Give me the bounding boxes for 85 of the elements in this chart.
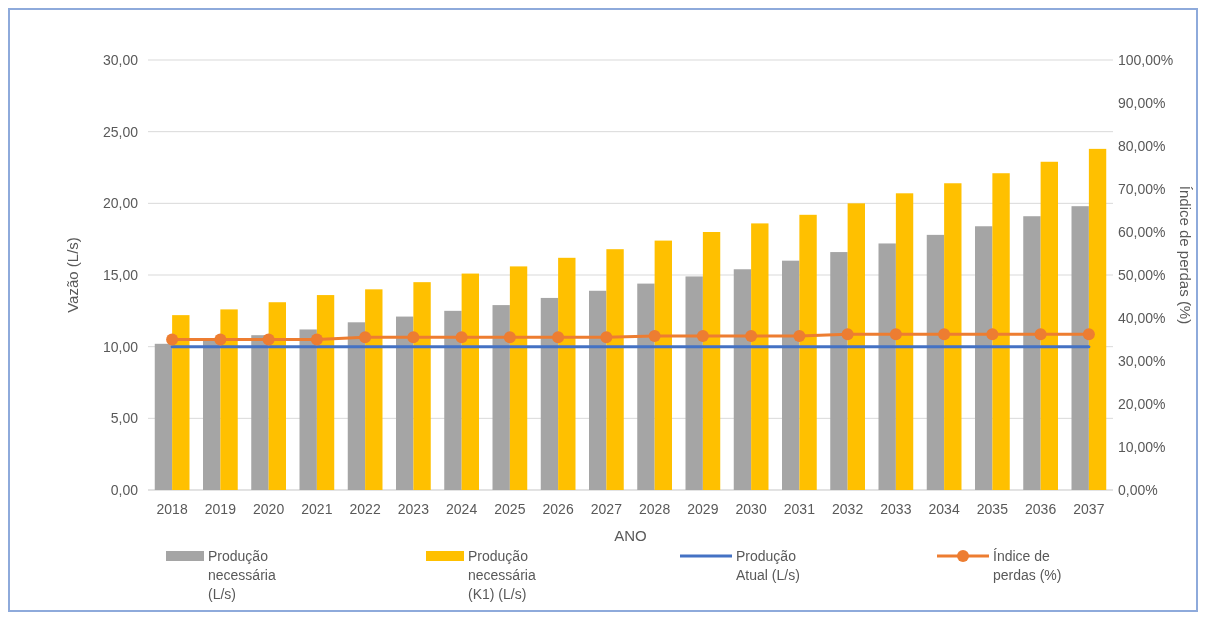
bar [589,290,607,490]
x-tick-label: 2037 [1073,501,1105,517]
bar [540,297,559,490]
y2-tick-label: 0,00% [1118,481,1158,498]
bar [830,252,848,490]
bar [637,283,655,490]
x-tick-label: 2027 [590,501,623,517]
x-tick-label: 2030 [735,501,767,517]
legend-label: Produção Atual (L/s) [736,548,800,583]
y2-tick-label: 30,00% [1118,352,1166,369]
bar [492,305,510,490]
bar [461,273,479,490]
x-tick-label: 2033 [880,501,912,517]
bar [606,249,624,490]
y2-tick-label: 50,00% [1118,266,1166,283]
bar [1088,148,1107,490]
y-tick-label: 30,00 [102,51,139,68]
bar [975,226,993,490]
x-tick-label: 2036 [1025,501,1057,517]
bar [172,315,190,490]
bar [220,309,238,490]
bar [558,257,576,490]
x-tick-label: 2025 [494,501,526,517]
y-tick-label: 5,00 [110,410,139,427]
x-tick-label: 2031 [783,501,816,517]
bar [685,276,703,490]
x-tick-label: 2032 [832,501,864,517]
y2-tick-label: 100,00% [1118,51,1174,68]
bar [895,193,914,490]
bar [154,343,173,490]
x-tick-label: 2029 [687,501,719,517]
y2-tick-label: 10,00% [1118,438,1166,455]
bar [1040,161,1058,490]
bar [878,243,896,490]
bar [654,240,672,490]
y-tick-label: 25,00 [102,123,139,140]
bar [992,173,1010,490]
bar [733,269,752,490]
y2-tick-label: 80,00% [1118,137,1166,154]
y-axis-title: Vazão (L/s) [64,237,81,313]
bar [251,335,269,490]
legend-label: Produção necessária (K1) (L/s) [468,548,536,602]
y-tick-label: 20,00 [102,195,139,212]
x-tick-label: 2019 [204,501,237,517]
bar [268,302,286,490]
y-tick-label: 15,00 [102,266,139,283]
bar [396,316,414,490]
bar [413,282,431,490]
x-tick-label: 2023 [397,501,430,517]
x-tick-label: 2024 [446,501,478,517]
y2-tick-label: 70,00% [1118,180,1166,197]
bar [751,223,769,490]
bar [347,322,366,490]
bar [1023,216,1041,490]
y2-axis-title: Índice de perdas (%) [1177,185,1194,325]
y2-tick-label: 90,00% [1118,94,1166,111]
legend-label: Produção necessária (L/s) [208,548,276,602]
bar [444,310,462,490]
x-tick-label: 2020 [253,501,285,517]
x-tick-label: 2034 [928,501,960,517]
bar [926,234,945,490]
bar [203,339,221,490]
x-tick-label: 2022 [349,501,381,517]
x-tick-label: 2028 [639,501,671,517]
bar [509,266,528,490]
x-tick-label: 2035 [976,501,1009,517]
y-tick-label: 10,00 [102,338,139,355]
bar [1071,206,1089,490]
x-axis-title: ANO [614,527,647,544]
x-tick-label: 2021 [301,501,333,517]
bar [299,329,317,490]
y2-tick-label: 20,00% [1118,395,1166,412]
bar [702,232,721,490]
bar [799,214,817,490]
x-tick-label: 2026 [542,501,574,517]
bar [316,295,335,490]
bar [847,203,865,490]
y-tick-label: 0,00 [110,481,139,498]
y2-tick-label: 40,00% [1118,309,1166,326]
bar [365,289,383,490]
bar [944,183,962,490]
bar [782,260,800,490]
y2-tick-label: 60,00% [1118,223,1166,240]
x-tick-label: 2018 [156,501,188,517]
legend-label: Índice de perdas (%) [993,548,1062,583]
